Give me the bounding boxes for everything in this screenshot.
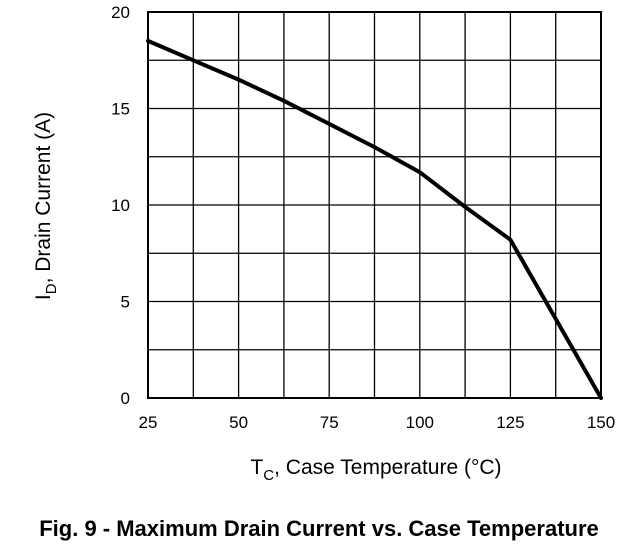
- y-tick-label: 20: [111, 3, 130, 22]
- x-axis-label-main: T: [250, 456, 263, 479]
- x-tick-label: 150: [587, 413, 615, 432]
- x-tick-label: 125: [496, 413, 524, 432]
- y-tick-label: 0: [121, 389, 130, 408]
- series-line: [146, 38, 603, 400]
- x-axis-label-rest: , Case Temperature (°C): [274, 456, 501, 479]
- y-tick-label: 15: [111, 100, 130, 119]
- y-axis-label-sub: D: [43, 283, 60, 294]
- x-axis-label-sub: C: [263, 467, 274, 484]
- y-tick-label: 10: [111, 196, 130, 215]
- x-tick-labels: 25 50 75 100 125 150: [139, 413, 616, 432]
- y-axis-label-main: I: [32, 294, 55, 300]
- chart-title: Fig. 9 - Maximum Drain Current vs. Case …: [39, 516, 599, 541]
- x-tick-label: 25: [139, 413, 158, 432]
- x-tick-label: 75: [320, 413, 339, 432]
- y-tick-label: 5: [121, 293, 130, 312]
- y-axis-label-rest: , Drain Current (A): [32, 112, 55, 284]
- x-tick-label: 100: [406, 413, 434, 432]
- x-tick-label: 50: [229, 413, 248, 432]
- grid-lines: [148, 12, 601, 398]
- x-axis-label: TC, Case Temperature (°C): [250, 456, 501, 484]
- plot-frame: [147, 11, 602, 399]
- y-axis-label: ID, Drain Current (A): [32, 112, 60, 300]
- chart: 25 50 75 100 125 150 0 5 10 15 20 TC, Case Temper…: [32, 3, 616, 484]
- y-tick-labels: 0 5 10 15 20: [111, 3, 130, 408]
